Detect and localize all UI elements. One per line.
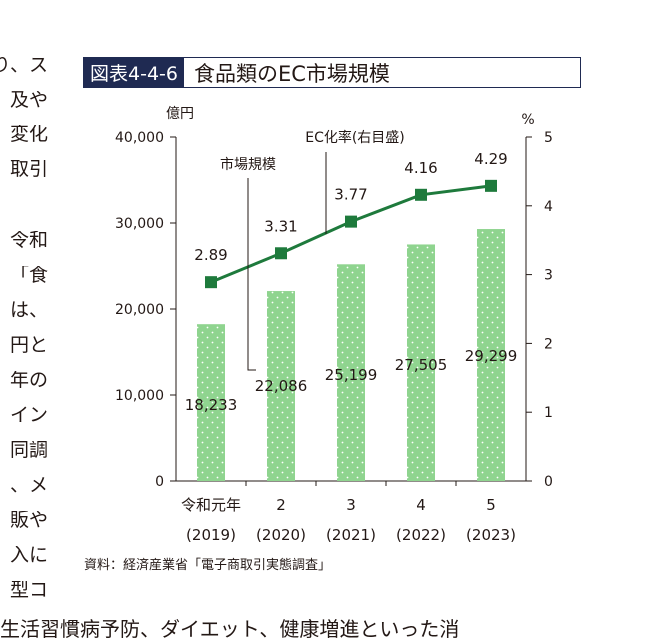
- body-text-line-content: イン: [9, 406, 48, 426]
- ec-ratio-value-label: 4.16: [404, 159, 437, 177]
- x-category-year-label: (2022): [396, 526, 446, 544]
- body-text-line-content: 販や: [9, 511, 48, 531]
- body-text-line: は、: [0, 301, 54, 325]
- body-text-line-content: 及や: [9, 91, 48, 111]
- body-text-line: 変化: [0, 125, 54, 149]
- body-text-line-content: は、: [9, 301, 48, 321]
- x-category-year-label: (2020): [256, 526, 306, 544]
- body-text-line: 型コ: [0, 581, 54, 605]
- ec-ratio-value-label: 3.31: [264, 217, 297, 235]
- bar-value-label: 18,233: [185, 396, 238, 414]
- x-category-label: 2: [276, 496, 286, 514]
- x-category-label: 3: [346, 496, 356, 514]
- bar-value-label: 29,299: [465, 347, 518, 365]
- y-right-tick-label: 3: [544, 268, 553, 284]
- body-text-line-content: 、メ: [9, 476, 48, 496]
- ec-ratio-point: [485, 179, 497, 192]
- body-text-bottom-line: 生活習慣病予防、ダイエット、健康増進といった消: [0, 617, 460, 641]
- y-right-unit: %: [521, 112, 534, 128]
- legend-market-size: 市場規模: [220, 156, 276, 173]
- ec-ratio-point: [415, 188, 427, 201]
- ec-ratio-point: [275, 247, 287, 260]
- ec-ratio-value-label: 3.77: [334, 186, 367, 204]
- figure-header: 図表4-4-6 食品類のEC市場規模: [83, 57, 581, 88]
- figure-source: 資料：経済産業省「電子商取引実態調査」: [84, 558, 332, 573]
- bar: [477, 229, 505, 481]
- body-text-line: 取引: [0, 160, 54, 184]
- body-text-line-content: り、ス: [0, 56, 48, 76]
- x-category-label: 5: [486, 496, 496, 514]
- bar-value-label: 22,086: [255, 377, 308, 395]
- y-right-tick-label: 0: [544, 474, 553, 490]
- body-text-line-content: 入に: [9, 546, 48, 566]
- body-text-line: 円と: [0, 336, 54, 360]
- y-left-tick-label: 20,000: [115, 302, 164, 318]
- legend-market-size-leader: [247, 178, 256, 371]
- figure-title: 食品類のEC市場規模: [193, 61, 390, 86]
- y-left-tick-label: 30,000: [115, 216, 164, 232]
- ec-ratio-point: [205, 276, 217, 289]
- body-text-line: 販や: [0, 511, 54, 535]
- body-text-line-content: 円と: [9, 336, 48, 356]
- body-text-line: イン: [0, 406, 54, 430]
- x-category-label: 4: [416, 496, 426, 514]
- body-text-line: 、メ: [0, 476, 54, 500]
- y-left-tick-label: 0: [155, 474, 164, 490]
- body-text-line: 入に: [0, 546, 54, 570]
- figure-label: 図表4-4-6: [84, 58, 184, 87]
- body-text-line: 及や: [0, 91, 54, 115]
- bar-value-label: 25,199: [325, 366, 378, 384]
- ec-ratio-value-label: 4.29: [474, 150, 507, 168]
- y-right-tick-label: 4: [544, 199, 553, 215]
- y-right-tick-label: 5: [544, 130, 553, 146]
- body-text-line-content: 令和: [9, 231, 48, 251]
- ec-ratio-point: [345, 215, 357, 228]
- bar: [337, 264, 365, 481]
- legend-ec-ratio: EC化率(右目盛): [305, 129, 405, 146]
- body-text-line-content: 変化: [9, 125, 48, 145]
- x-category-year-label: (2023): [466, 526, 516, 544]
- body-text-line: 同調: [0, 441, 54, 465]
- body-text-line-content: 型コ: [9, 581, 48, 601]
- body-text-line-content: 「食: [9, 266, 48, 286]
- bar: [267, 291, 295, 481]
- x-category-year-label: (2019): [186, 526, 236, 544]
- y-left-unit: 億円: [166, 106, 194, 122]
- y-left-tick-label: 40,000: [115, 130, 164, 146]
- y-right-tick-label: 2: [544, 336, 553, 352]
- body-text-line: 「食: [0, 266, 54, 290]
- bar: [407, 244, 435, 481]
- ec-ratio-value-label: 2.89: [194, 246, 227, 264]
- x-category-label: 令和元年: [181, 496, 241, 514]
- y-right-tick-label: 1: [544, 405, 553, 421]
- body-text-line: 年の: [0, 371, 54, 395]
- y-left-tick-label: 10,000: [115, 388, 164, 404]
- body-text-line: 令和: [0, 231, 54, 255]
- body-text-line-content: 取引: [9, 160, 48, 180]
- bar-value-label: 27,505: [395, 356, 448, 374]
- bar: [197, 324, 225, 481]
- body-text-line-content: 年の: [9, 371, 48, 391]
- x-category-year-label: (2021): [326, 526, 376, 544]
- body-text-line-content: 同調: [9, 441, 48, 461]
- body-text-line: り、ス: [0, 56, 54, 80]
